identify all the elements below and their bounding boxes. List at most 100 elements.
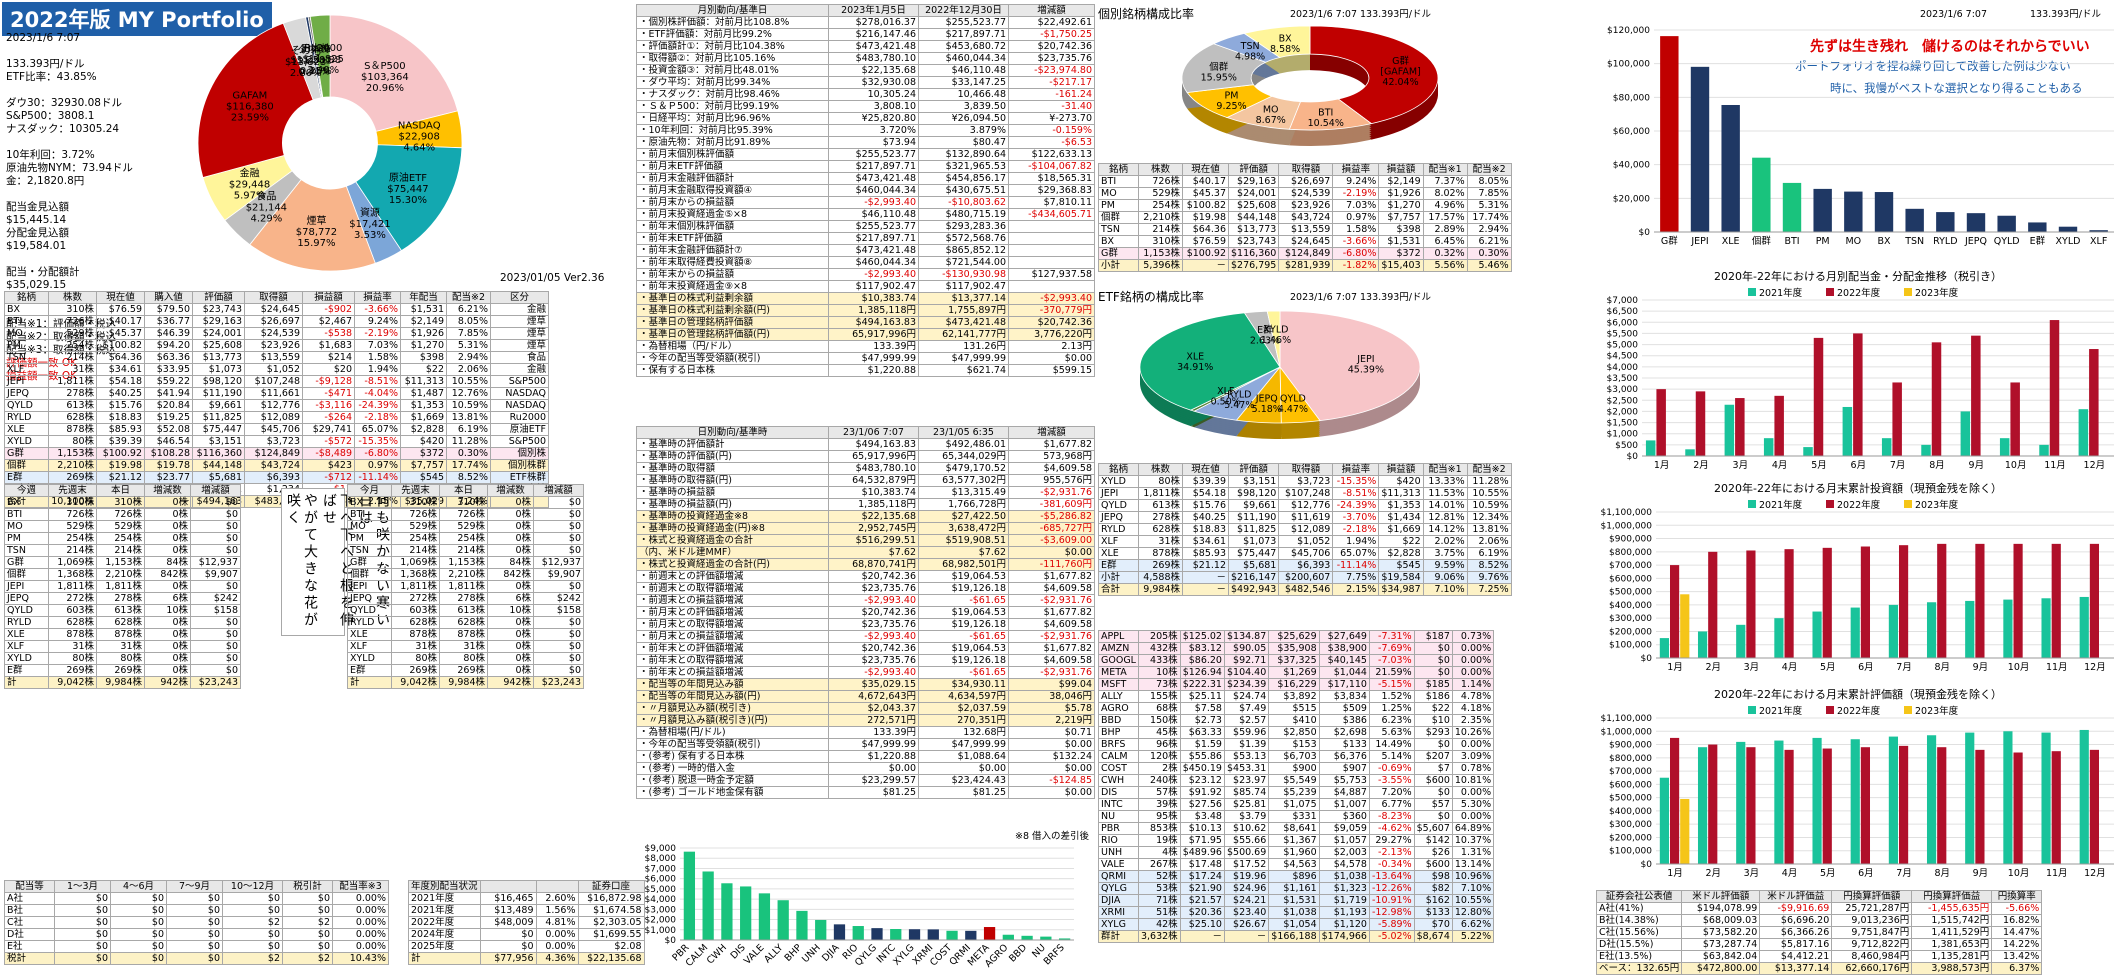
table-cell: 0.00%: [1451, 642, 1495, 655]
table-cell: $1,699.55: [577, 928, 645, 941]
table-cell: $0: [533, 640, 584, 653]
x-tick-label: 個群: [1752, 235, 1772, 247]
etf-table-wrap: 銘柄 株数 現在値 評価額 取得額 損益率 損益額 配当※1 配当※2 XYLD 80株 $39.39…: [1098, 463, 1512, 596]
table-cell: 10.37%: [1451, 834, 1495, 847]
x-tick-label: G群: [1661, 235, 1678, 247]
table-cell: $46.39: [144, 327, 193, 340]
table-cell: $9,661: [1227, 499, 1280, 512]
summary-line: [6, 253, 133, 266]
table-cell: 12.80%: [1451, 906, 1495, 919]
table-cell: $11,661: [244, 387, 303, 400]
table-cell: 603株: [391, 604, 440, 617]
table-cell: $40.25: [96, 387, 145, 400]
table-cell: $453,680.72: [918, 40, 1009, 53]
table-cell: 2022年度: [408, 916, 481, 929]
y-tick-label: $300,000: [1609, 614, 1652, 624]
table-cell: $25,629: [1268, 630, 1320, 643]
header-row: 月別動向/基準日 2023年1月5日 2022年12月30日 増減額: [636, 4, 1095, 17]
slice-percent: 8.58%: [1270, 44, 1300, 55]
table-cell: 2,210株: [1138, 211, 1183, 224]
table-cell: $63.36: [144, 351, 193, 364]
table-cell: D社(15.5%): [1595, 938, 1683, 951]
table-cell: $5,607: [1413, 822, 1453, 835]
table-cell: $1,487: [400, 387, 447, 400]
table-cell: JEPI: [4, 375, 49, 388]
table-cell: $68,009.03: [1681, 914, 1761, 927]
table-cell: -$434,605.71: [1008, 208, 1095, 221]
slice-amount: $17,421: [349, 219, 390, 230]
table-cell: $98: [1413, 870, 1453, 883]
table-cell: -24.39%: [1332, 499, 1380, 512]
table-row: BTI 726株 726株 0株 $0: [4, 508, 241, 521]
table-cell: $85.74: [1223, 786, 1270, 799]
table-row: ・(参考) 保有する日本株 $1,220.88 $1,088.64 $132.24: [636, 750, 1095, 763]
table-cell: $107,248: [244, 375, 303, 388]
table-cell: $1,057: [1318, 834, 1370, 847]
slice-percent: 1.46%: [1261, 335, 1291, 346]
table-cell: $45.37: [96, 327, 145, 340]
table-cell: 254株: [391, 532, 440, 545]
table-cell: $0: [190, 580, 241, 593]
chart-title: 2020年-22年における月末累計投資額（現預金残を除く）: [1714, 481, 2002, 495]
table-cell: $1,531: [400, 303, 447, 316]
x-tick-label: 11月: [2044, 460, 2066, 471]
table-cell: 個群: [4, 568, 49, 581]
y-tick-label: $3,000: [1607, 385, 1639, 395]
table-row: XLE 878株 $85.93 $52.08 $75,447 $45,706 $29,741…: [4, 423, 549, 436]
bar: [2013, 543, 2023, 658]
table-cell: $0: [166, 904, 223, 917]
table-cell: $0: [533, 544, 584, 557]
table-cell: ・今年の配当等受領額(税引): [636, 352, 829, 365]
table-cell: $20,742.36: [1008, 40, 1095, 53]
bar: [2058, 226, 2078, 232]
table-cell: $0: [110, 952, 167, 965]
table-cell: 0.00%: [332, 892, 389, 905]
table-cell: ・〃月額見込み額(税引き): [636, 702, 829, 715]
summary-line: $35,029.15: [6, 279, 67, 291]
table-cell: 9,712,822円: [1831, 938, 1913, 951]
table-cell: $386: [1318, 714, 1370, 727]
x-tick-label: 8月: [1929, 460, 1945, 471]
column-header: 増減数: [144, 484, 191, 497]
table-cell: 278株: [439, 592, 488, 605]
slogan-sub2: 時に、我慢がベストな選択となり得ることもある: [1830, 81, 2083, 95]
table-cell: $1,719: [1318, 894, 1370, 907]
table-cell: ・前月末ETF評価額: [636, 160, 829, 173]
bar: [2079, 729, 2089, 864]
table-cell: 853株: [1137, 822, 1181, 835]
table-cell: 小計: [1098, 571, 1139, 584]
table-row: BHP 45株 $63.33 $59.96 $2,850 $2,698 5.63% $293 1…: [1098, 726, 1495, 739]
table-cell: $26.67: [1223, 918, 1270, 931]
table-row: ・配当等の年間見込み額(円) 4,672,643円 4,634,597円 38,046…: [636, 690, 1095, 703]
bar: [1937, 747, 1947, 864]
slice-amount: $13,823: [285, 57, 326, 68]
table-cell: $6,696.20: [1759, 914, 1833, 927]
slice-label: 資源: [360, 206, 380, 219]
table-cell: -31.40: [1008, 100, 1095, 113]
table-row: G群 1,069株 1,153株 84株 $12,937: [4, 556, 241, 569]
bar: [1997, 215, 2016, 232]
table-cell: $0: [222, 904, 283, 917]
x-tick-label: 4月: [1782, 662, 1798, 673]
column-header: 円換算率: [1991, 890, 2043, 903]
table-cell: $1,075: [1268, 798, 1320, 811]
table-cell: QYLD: [4, 604, 49, 617]
y-tick-label: $300,000: [1609, 820, 1652, 830]
table-cell: 群計: [1098, 930, 1139, 943]
table-row: XLF 31株 31株 0株 $0: [4, 640, 241, 653]
table-cell: RYLD: [347, 616, 392, 629]
table-row: XLE 878株 $85.93 $75,447 $45,706 65.07% $2,828 3…: [1098, 547, 1512, 560]
table-row: BX 310株 $76.59 $79.50 $23,743 $24,645 -$902 -3.…: [4, 303, 549, 316]
table-cell: $5,681: [1227, 559, 1280, 572]
table-cell: $64.36: [96, 351, 145, 364]
table-cell: $64.36: [1182, 223, 1229, 236]
table-cell: 0.00%: [1451, 666, 1495, 679]
table-cell: $0: [110, 940, 167, 953]
table-cell: 4.78%: [1451, 690, 1495, 703]
header-row: 証券会社公表値 米ドル評価額 米ドル評価益 円換算評価額 円換算評価益 円換算率: [1595, 890, 2043, 903]
table-cell: $12,089: [244, 411, 303, 424]
total-row: 税計 $0 $0 $0 $2 $2 10.43%: [4, 952, 389, 965]
bar: [927, 929, 939, 940]
table-cell: 65.07%: [1332, 547, 1380, 560]
table-row: TSN 214株 214株 0株 $0: [347, 544, 584, 557]
